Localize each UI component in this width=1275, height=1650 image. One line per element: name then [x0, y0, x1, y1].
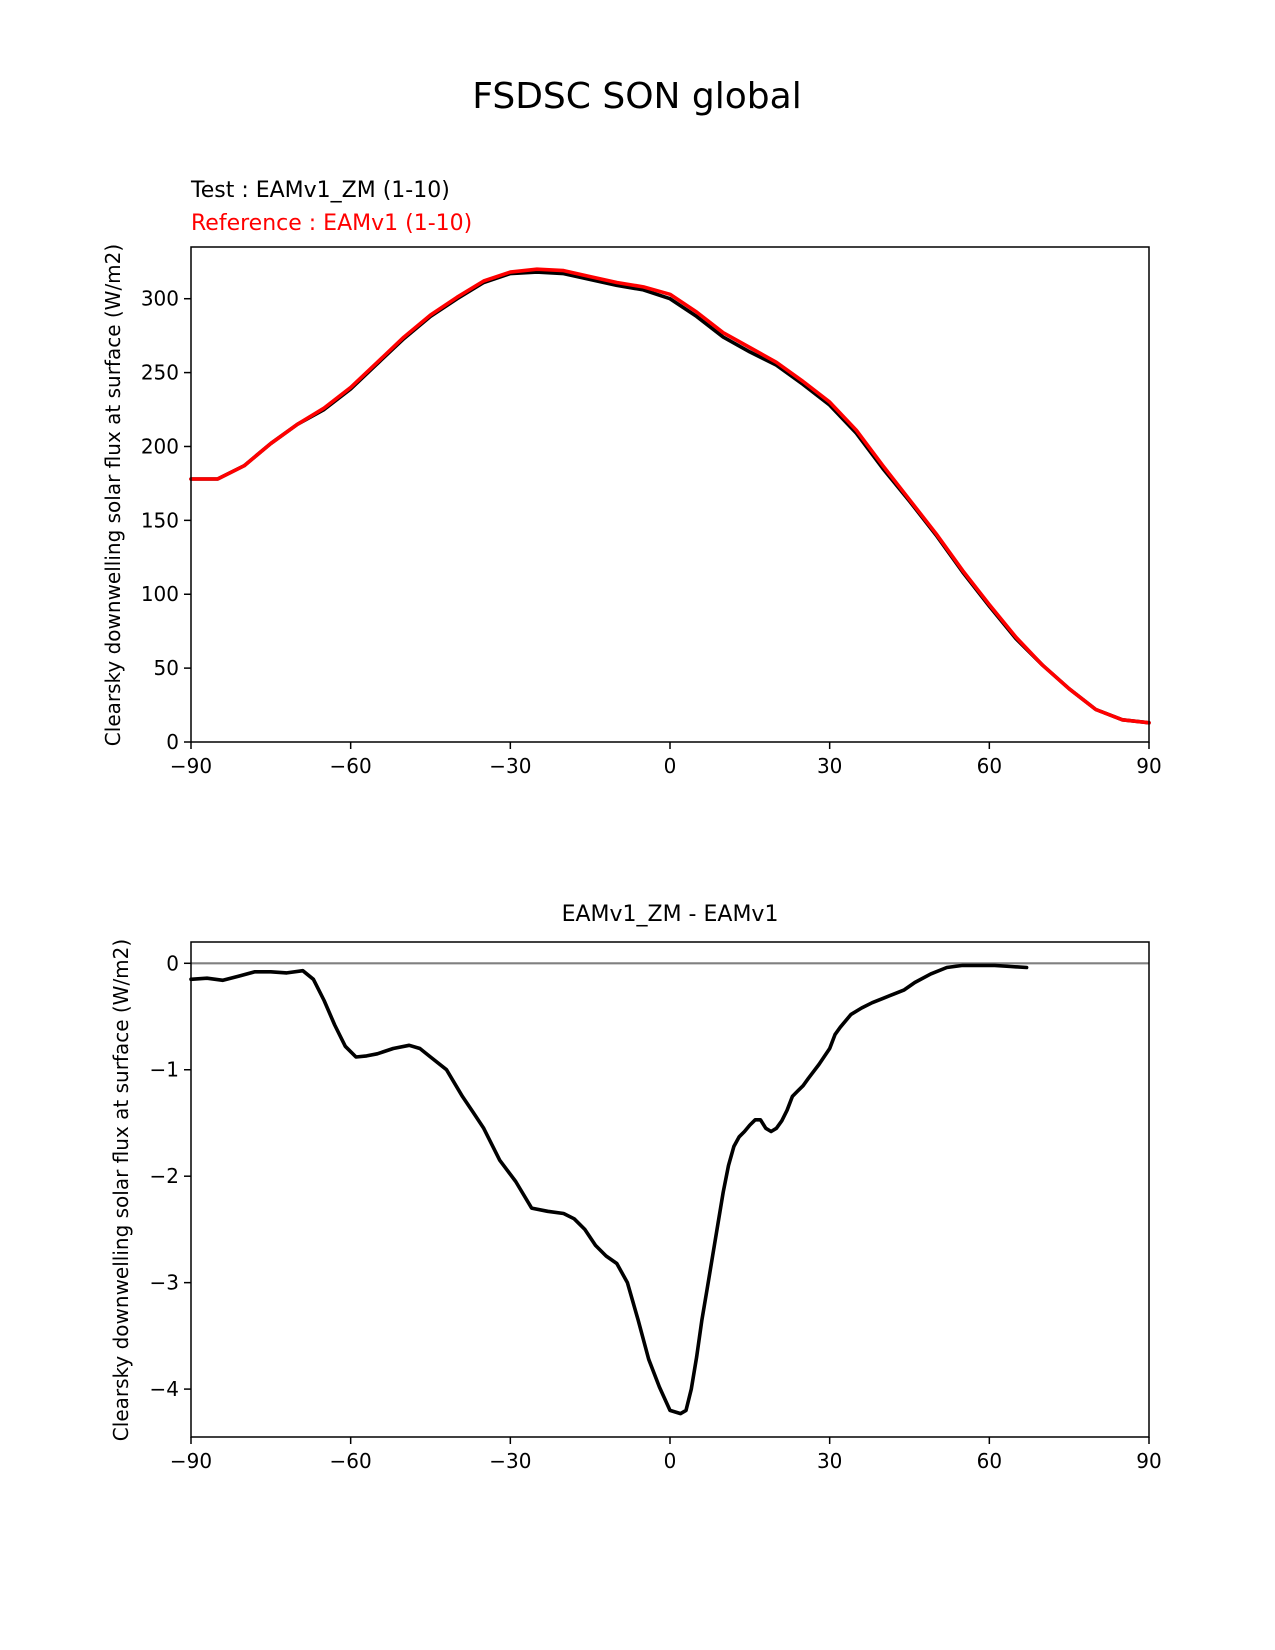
- x-tick-label: 30: [817, 1449, 842, 1473]
- x-tick-label: −30: [489, 754, 531, 778]
- x-tick-label: 60: [977, 754, 1002, 778]
- x-tick-label: −60: [330, 1449, 372, 1473]
- y-tick-label: 50: [154, 656, 179, 680]
- y-tick-label: 250: [141, 361, 179, 385]
- bottom-panel: EAMv1_ZM - EAMv1 −90 −60 −30 0 30 60 90 0 −1 −2 −3…: [109, 902, 1162, 1473]
- series-line-eamv1-zm-eamv1: [189, 963, 1029, 1416]
- figure-suptitle: FSDSC SON global: [472, 76, 801, 117]
- x-tick-label: 90: [1136, 1449, 1161, 1473]
- x-tick-label: −90: [170, 754, 212, 778]
- y-tick-label: −3: [150, 1271, 179, 1295]
- y-tick-label: 150: [141, 508, 179, 532]
- x-tick-label: 30: [817, 754, 842, 778]
- top-plot-area: −90 −60 −30 0 30 60 90 0 50 100 150 200 250 300: [141, 246, 1162, 778]
- y-tick-label: −2: [150, 1164, 179, 1188]
- series-line-reference: [189, 267, 1151, 725]
- x-tick-label: −60: [330, 754, 372, 778]
- series-line-test: [189, 270, 1151, 725]
- top-panel: Test : EAMv1_ZM (1-10) Reference : EAMv1…: [101, 178, 1162, 778]
- x-tick-label: 60: [977, 1449, 1002, 1473]
- y-tick-label: 0: [166, 730, 179, 754]
- x-tick-label: −30: [489, 1449, 531, 1473]
- axes-frame: [190, 941, 1150, 1438]
- y-tick-label: 300: [141, 287, 179, 311]
- bottom-y-axis-label: Clearsky downwelling solar flux at surfa…: [109, 939, 133, 1441]
- bottom-chart-title: EAMv1_ZM - EAMv1: [562, 902, 779, 927]
- reference-label: Reference : EAMv1 (1-10): [191, 211, 472, 236]
- y-tick-label: −4: [150, 1377, 179, 1401]
- y-tick-label: 100: [141, 582, 179, 606]
- top-y-axis-label: Clearsky downwelling solar flux at surfa…: [101, 244, 125, 746]
- x-tick-label: 90: [1136, 754, 1161, 778]
- y-tick-label: −1: [150, 1058, 179, 1082]
- x-tick-label: 0: [664, 754, 677, 778]
- y-tick-label: 200: [141, 434, 179, 458]
- test-label: Test : EAMv1_ZM (1-10): [190, 178, 450, 203]
- bottom-plot-area: −90 −60 −30 0 30 60 90 0 −1 −2 −3 −4: [150, 941, 1162, 1473]
- x-tick-label: 0: [664, 1449, 677, 1473]
- y-tick-label: 0: [166, 951, 179, 975]
- axes-frame: [190, 246, 1150, 743]
- x-tick-label: −90: [170, 1449, 212, 1473]
